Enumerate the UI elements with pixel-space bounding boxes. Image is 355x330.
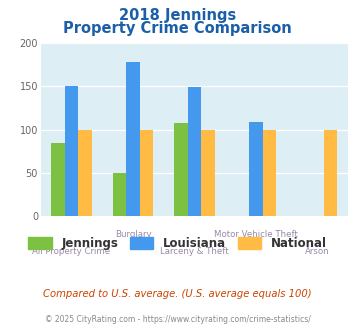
- Legend: Jennings, Louisiana, National: Jennings, Louisiana, National: [23, 232, 332, 255]
- Text: Larceny & Theft: Larceny & Theft: [160, 248, 229, 256]
- Bar: [324, 129, 338, 216]
- Text: Arson: Arson: [305, 248, 329, 256]
- Text: 2018 Jennings: 2018 Jennings: [119, 8, 236, 23]
- Bar: [126, 62, 140, 216]
- Bar: [174, 122, 187, 216]
- Text: Burglary: Burglary: [115, 230, 151, 239]
- Text: Motor Vehicle Theft: Motor Vehicle Theft: [214, 230, 298, 239]
- Bar: [201, 129, 215, 216]
- Bar: [249, 122, 263, 216]
- Bar: [65, 86, 78, 216]
- Text: Compared to U.S. average. (U.S. average equals 100): Compared to U.S. average. (U.S. average …: [43, 289, 312, 299]
- Bar: [51, 143, 65, 216]
- Bar: [263, 129, 276, 216]
- Bar: [78, 129, 92, 216]
- Text: Property Crime Comparison: Property Crime Comparison: [63, 21, 292, 36]
- Bar: [187, 87, 201, 216]
- Text: © 2025 CityRating.com - https://www.cityrating.com/crime-statistics/: © 2025 CityRating.com - https://www.city…: [45, 315, 310, 324]
- Text: All Property Crime: All Property Crime: [32, 248, 111, 256]
- Bar: [140, 129, 153, 216]
- Bar: [113, 173, 126, 216]
